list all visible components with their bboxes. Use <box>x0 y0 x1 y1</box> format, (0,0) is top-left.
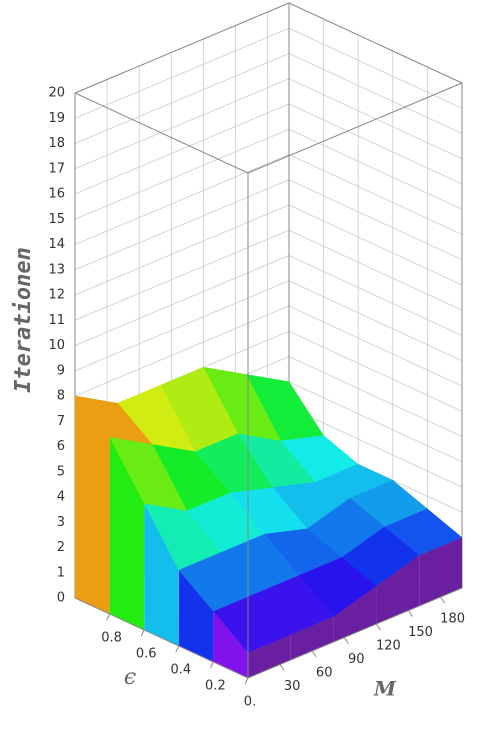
z-tick-label: 19 <box>48 111 65 126</box>
grid-line <box>74 280 290 372</box>
y-axis-title: M <box>373 677 397 701</box>
y-tick-label: 90 <box>348 652 365 667</box>
grid-line <box>288 356 463 437</box>
box-edge <box>74 2 290 94</box>
z-tick-label: 17 <box>48 161 65 176</box>
grid-line <box>74 53 290 144</box>
grid-line <box>288 128 463 210</box>
y-tick-label: 120 <box>376 639 401 654</box>
grid-line <box>288 330 463 412</box>
box-edge <box>288 2 463 84</box>
box-edge <box>247 587 463 679</box>
surface-side <box>178 570 214 662</box>
tick-mark <box>175 645 180 653</box>
surface-side <box>109 437 145 630</box>
box-edge <box>74 597 249 679</box>
surface-side <box>376 555 420 624</box>
grid-line <box>74 229 290 321</box>
x-tick-label: 0.8 <box>101 631 122 646</box>
z-tick-label: 10 <box>48 338 65 353</box>
grid-line <box>74 255 290 346</box>
grid-line <box>74 154 290 245</box>
surface-side <box>144 503 179 646</box>
y-tick-label: 150 <box>408 625 433 640</box>
tick-mark <box>343 637 349 644</box>
grid-line <box>288 204 463 286</box>
z-tick-label: 4 <box>57 490 65 505</box>
z-tick-label: 9 <box>57 363 65 378</box>
z-tick-label: 7 <box>57 414 65 429</box>
x-tick-label: 0. <box>244 695 256 710</box>
z-tick-label: 11 <box>48 313 65 328</box>
x-tick-label: 0.2 <box>205 679 226 694</box>
grid-line <box>74 204 290 296</box>
grid-line <box>288 179 463 261</box>
grid-line <box>288 406 463 488</box>
tick-mark <box>408 610 413 617</box>
z-tick-label: 13 <box>48 262 65 277</box>
z-tick-label: 12 <box>48 288 65 303</box>
grid-line <box>74 103 290 195</box>
y-tick-label: 60 <box>316 666 333 681</box>
z-tick-label: 16 <box>48 187 65 202</box>
grid-line <box>288 280 463 362</box>
grid-line <box>288 103 463 185</box>
grid-line <box>288 229 463 311</box>
z-tick-label: 0 <box>57 591 65 606</box>
z-tick-label: 6 <box>57 439 65 454</box>
grid-line <box>288 154 463 235</box>
z-tick-label: 14 <box>48 237 65 252</box>
z-axis-title: Iterationen <box>11 247 36 393</box>
grid-line <box>288 78 463 160</box>
tick-mark <box>375 623 381 631</box>
tick-mark <box>209 661 214 669</box>
z-tick-label: 2 <box>57 540 65 555</box>
grid-line <box>74 179 290 271</box>
z-tick-label: 3 <box>57 515 65 530</box>
grid-line <box>288 27 463 109</box>
x-tick-label: 0.6 <box>136 647 157 662</box>
z-tick-label: 8 <box>57 389 65 404</box>
x-axis-title: ϵ <box>124 665 136 690</box>
y-tick-label: 30 <box>284 679 301 694</box>
grid-line <box>288 381 463 463</box>
surface-side <box>213 611 248 678</box>
tick-mark <box>244 677 249 685</box>
grid-line <box>74 305 290 397</box>
grid-line <box>288 305 463 387</box>
y-tick-label: 180 <box>440 612 465 627</box>
tick-mark <box>440 596 446 604</box>
tick-mark <box>106 613 111 621</box>
grid-line <box>74 78 290 170</box>
tick-mark <box>311 650 317 658</box>
z-tick-label: 18 <box>48 136 65 151</box>
box-edge <box>247 82 463 174</box>
grid-line <box>288 53 463 134</box>
z-tick-label: 20 <box>48 86 65 101</box>
z-tick-label: 5 <box>57 464 65 479</box>
z-tick-label: 1 <box>57 565 65 580</box>
surface-side <box>75 396 110 614</box>
grid-line <box>74 128 290 220</box>
tick-mark <box>279 664 285 671</box>
surface-side <box>419 537 462 606</box>
box-edge <box>74 92 249 174</box>
tick-mark <box>140 629 145 637</box>
z-tick-label: 15 <box>48 212 65 227</box>
grid-line <box>288 255 463 336</box>
grid-line <box>74 27 290 119</box>
surface-side <box>290 616 334 660</box>
surface-side <box>248 634 291 678</box>
x-tick-label: 0.4 <box>170 663 191 678</box>
